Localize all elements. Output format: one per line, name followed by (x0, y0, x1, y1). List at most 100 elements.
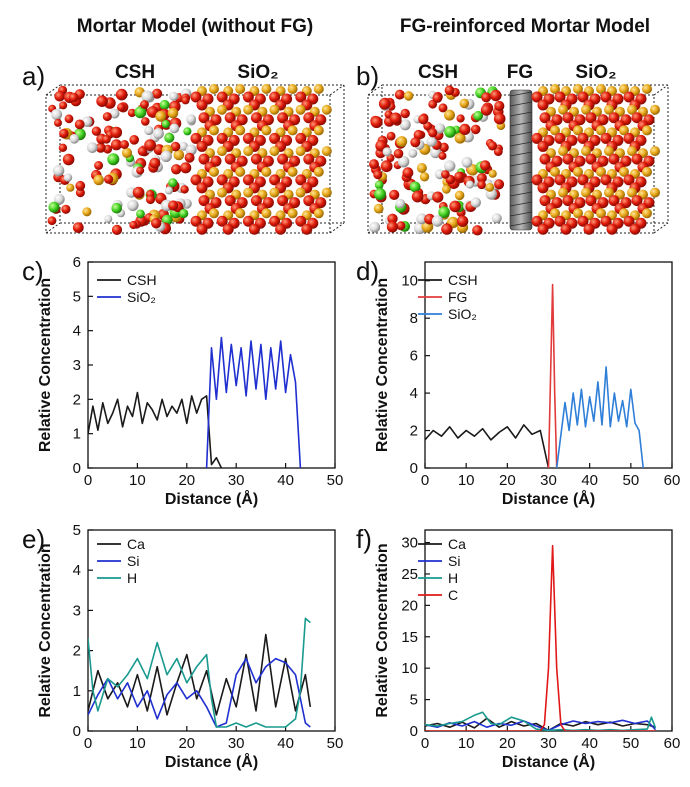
hydrogen-atom (69, 134, 80, 144)
oxygen-atom (248, 223, 260, 235)
graphene-lattice-line (509, 111, 533, 117)
silicon-atom (558, 146, 568, 157)
oxygen-atom (250, 195, 262, 207)
graphene-lattice-line (509, 101, 533, 107)
oxygen-atom (137, 146, 148, 156)
legend-label: CSH (448, 272, 478, 288)
oxygen-atom (402, 167, 414, 179)
oxygen-atom (369, 159, 379, 170)
oxygen-atom (269, 215, 281, 227)
silicon-atom (82, 207, 92, 217)
oxygen-atom (95, 142, 106, 153)
hydrogen-atom (63, 173, 73, 182)
graphene-lattice-line (509, 181, 533, 187)
silicon-atom (261, 125, 272, 136)
y-tick-label: 0 (73, 723, 81, 740)
oxygen-atom (74, 119, 85, 130)
x-tick-label: 0 (421, 472, 429, 489)
oxygen-atom (91, 126, 102, 136)
y-tick-label: 25 (401, 566, 418, 583)
y-axis-label: Relative Concentration (374, 278, 391, 452)
oxygen-atom (554, 174, 566, 186)
oxygen-atom (242, 132, 254, 144)
calcium-atom (159, 99, 170, 110)
silicon-atom (243, 146, 254, 157)
simulation-box-edge (329, 222, 345, 234)
oxygen-atom (94, 161, 104, 170)
oxygen-atom (269, 91, 281, 103)
y-tick-label: 2 (73, 643, 81, 660)
oxygen-atom (432, 191, 444, 203)
series-line-h (425, 711, 657, 731)
x-tick-label: 10 (458, 472, 475, 489)
panel-b-label-csh: CSH (418, 62, 458, 83)
plot-frame (424, 529, 673, 732)
silicon-atom (550, 166, 560, 177)
silicon-atom (269, 187, 280, 198)
oxygen-atom (554, 91, 566, 103)
y-tick-label: 3 (73, 602, 81, 619)
oxygen-atom (168, 200, 179, 211)
silicon-atom (313, 84, 324, 94)
oxygen-atom (428, 128, 438, 138)
silicon-atom (558, 187, 568, 198)
silicon-atom (550, 208, 560, 219)
panel-b: b) CSH FG SiO₂ (356, 61, 669, 236)
y-tick-label: 2 (73, 391, 81, 408)
silicon-atom (596, 208, 606, 219)
legend-label: H (127, 570, 137, 586)
x-tick-label: 60 (664, 735, 681, 752)
plot-area (425, 283, 644, 468)
oxygen-atom (539, 195, 551, 207)
y-tick-label: 5 (73, 288, 81, 305)
calcium-atom (164, 132, 175, 143)
legend-label: SiO₂ (448, 306, 477, 322)
hydrogen-atom (160, 150, 172, 162)
graphene-lattice-line (509, 211, 533, 217)
silicon-atom (243, 104, 254, 115)
silicon-atom (313, 166, 324, 177)
oxygen-atom (562, 195, 574, 207)
oxygen-atom (47, 216, 57, 226)
oxygen-atom (250, 112, 262, 124)
hydrogen-atom (397, 156, 410, 168)
oxygen-atom (149, 157, 161, 169)
series-line-c (425, 544, 656, 731)
silicon-atom (581, 104, 591, 115)
oxygen-atom (224, 153, 236, 165)
oxygen-atom (470, 124, 481, 135)
silicon-atom (573, 125, 583, 136)
oxygen-atom (127, 108, 137, 118)
oxygen-atom (494, 179, 505, 190)
y-tick-label: 4 (410, 385, 418, 402)
plot-area (88, 617, 312, 728)
y-axis-label: Relative Concentration (37, 278, 54, 452)
legend-label: H (448, 570, 458, 586)
series-line-csh (88, 391, 223, 468)
silicon-atom (642, 208, 652, 219)
oxygen-atom (171, 164, 182, 175)
y-tick-label: 4 (73, 323, 81, 340)
y-tick-label: 20 (401, 597, 418, 614)
graphene-lattice-line (509, 191, 533, 197)
silicon-atom (173, 149, 185, 161)
oxygen-atom (606, 223, 618, 235)
oxygen-atom (180, 162, 192, 174)
oxygen-atom (190, 174, 202, 186)
silicon-atom (419, 172, 430, 182)
graphene-lattice-line (509, 131, 533, 137)
oxygen-atom (493, 147, 503, 157)
silicon-atom (642, 125, 652, 136)
silicon-atom (596, 125, 606, 136)
oxygen-atom (389, 189, 400, 200)
oxygen-atom (222, 223, 234, 235)
oxygen-atom (493, 112, 506, 125)
silicon-atom (650, 104, 660, 115)
oxygen-atom (62, 153, 75, 166)
oxygen-atom (623, 91, 635, 103)
oxygen-atom (600, 91, 612, 103)
y-tick-label: 2 (410, 423, 418, 440)
silicon-atom (642, 84, 652, 94)
oxygen-atom (180, 185, 189, 194)
